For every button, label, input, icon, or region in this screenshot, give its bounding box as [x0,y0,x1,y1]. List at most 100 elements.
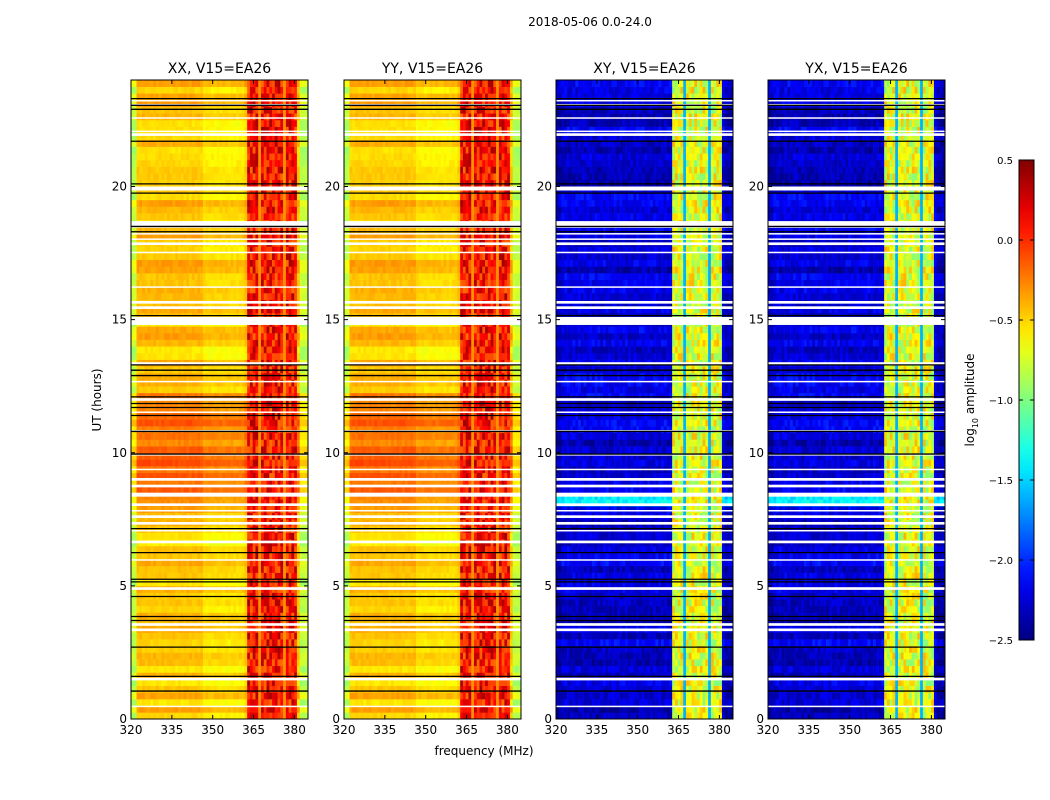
heatmap-cell [222,406,226,414]
heatmap-cell [191,426,195,434]
heatmap-cell [142,565,146,573]
heatmap-cell [247,206,251,214]
heatmap-cell [296,692,301,700]
heatmap-cell [222,506,226,513]
heatmap-cell [180,619,184,627]
heatmap-cell [136,206,140,214]
heatmap-cell [280,619,284,627]
heatmap-cell [142,233,146,241]
heatmap-cell [283,652,287,660]
heatmap-cell [147,332,151,340]
heatmap-cell [236,565,240,573]
heatmap-cell [147,572,151,580]
heatmap-cell [142,506,146,513]
heatmap-cell [153,253,157,261]
heatmap-cell [305,326,309,334]
heatmap-cell [269,572,273,580]
heatmap-cell [191,332,195,340]
heatmap-cell [197,206,201,214]
heatmap-cell [178,705,182,713]
heatmap-cell [219,699,223,706]
heatmap-cell [155,659,159,667]
heatmap-cell [285,499,289,507]
heatmap-cell [263,406,267,414]
heatmap-cell [291,679,295,687]
heatmap-cell [197,379,201,387]
heatmap-cell [225,665,229,673]
heatmap-cell [294,679,298,687]
heatmap-cell [233,412,237,420]
heatmap-cell [216,645,220,653]
heatmap-cell [139,419,143,427]
heatmap-cell [164,559,168,567]
heatmap-cell [269,579,273,587]
heatmap-cell [183,206,187,214]
heatmap-cell [288,246,292,254]
heatmap-cell [166,619,171,627]
heatmap-cell [136,266,140,274]
heatmap-cell [153,572,157,580]
heatmap-cell [230,273,234,280]
heatmap-cell [236,286,240,294]
heatmap-cell [197,712,201,720]
heatmap-cell [205,705,209,713]
heatmap-cell [164,206,168,214]
heatmap-cell [161,259,165,267]
heatmap-cell [172,599,176,607]
heatmap-cell [150,572,154,580]
heatmap-cell [147,565,151,573]
heatmap-cell [158,199,162,207]
heatmap-cell [200,532,204,540]
heatmap-cell [272,486,276,493]
heatmap-cell [202,226,206,234]
heatmap-cell [294,705,298,713]
heatmap-cell [291,206,295,214]
heatmap-cell [205,259,209,267]
heatmap-cell [233,379,237,387]
heatmap-cell [213,579,218,587]
heatmap-cell [189,479,193,487]
heatmap-cell [197,545,201,553]
heatmap-cell [178,213,182,221]
heatmap-cell [216,506,220,513]
heatmap-cell [158,545,162,553]
heatmap-cell [211,279,215,287]
heatmap-cell [294,372,298,380]
heatmap-cell [194,432,198,440]
heatmap-cell [164,213,168,221]
heatmap-cell [161,246,165,254]
heatmap-cell [153,279,157,287]
heatmap-cell [299,419,303,427]
heatmap-cell [258,632,262,640]
heatmap-cell [255,273,259,280]
heatmap-cell [294,439,298,447]
heatmap-cell [227,545,231,553]
heatmap-cell [189,233,193,241]
heatmap-cell [136,705,140,713]
heatmap-cell [233,226,237,234]
heatmap-cell [208,652,212,660]
heatmap-cell [252,692,256,700]
heatmap-cell [305,552,309,560]
heatmap-cell [285,552,289,560]
heatmap-cell [266,419,270,427]
heatmap-cell [294,286,298,294]
heatmap-cell [283,639,287,647]
heatmap-cell [175,352,179,360]
heatmap-cell [244,565,248,573]
heatmap-cell [150,559,154,567]
heatmap-cell [241,339,245,347]
heatmap-cell [208,286,212,294]
heatmap-cell [222,552,226,560]
heatmap-cell [291,346,295,354]
heatmap-cell [233,346,237,354]
heatmap-cell [161,565,165,573]
heatmap-cell [269,206,273,214]
heatmap-cell [136,326,140,334]
heatmap-cell [247,326,251,334]
heatmap-cell [241,605,245,613]
heatmap-cell [244,659,248,667]
heatmap-cell [216,233,220,241]
heatmap-cell [238,293,242,300]
heatmap-cell [153,339,157,347]
